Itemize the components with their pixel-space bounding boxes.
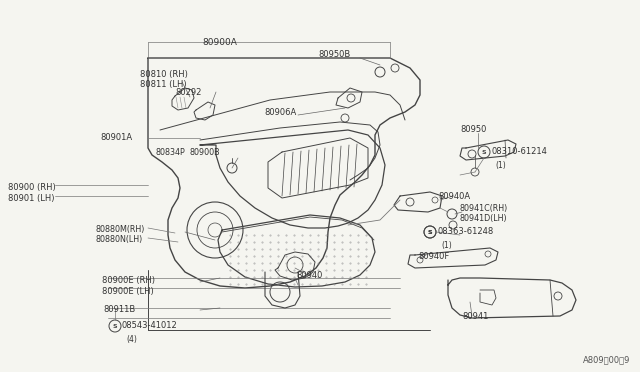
Text: 80880M(RH): 80880M(RH) bbox=[95, 225, 145, 234]
Text: 80811 (LH): 80811 (LH) bbox=[140, 80, 187, 89]
Text: 80940A: 80940A bbox=[438, 192, 470, 201]
Text: 80834P: 80834P bbox=[155, 148, 185, 157]
Text: 80900E (LH): 80900E (LH) bbox=[102, 287, 154, 296]
Text: 80292: 80292 bbox=[175, 88, 202, 97]
Text: 80950: 80950 bbox=[460, 125, 486, 134]
Text: (1): (1) bbox=[495, 161, 506, 170]
Text: 80940F: 80940F bbox=[418, 252, 449, 261]
Text: S: S bbox=[428, 230, 432, 234]
Text: 80901A: 80901A bbox=[100, 133, 132, 142]
Text: 80901 (LH): 80901 (LH) bbox=[8, 194, 54, 203]
Text: 80941: 80941 bbox=[462, 312, 488, 321]
Text: A809〆00〆9: A809〆00〆9 bbox=[582, 355, 630, 364]
Text: 80906A: 80906A bbox=[264, 108, 296, 117]
Text: 80941C(RH): 80941C(RH) bbox=[460, 204, 508, 213]
Text: 80880N(LH): 80880N(LH) bbox=[95, 235, 142, 244]
Text: 80940: 80940 bbox=[296, 271, 323, 280]
Text: S: S bbox=[428, 230, 432, 234]
Text: (1): (1) bbox=[441, 241, 452, 250]
Text: S: S bbox=[113, 324, 117, 328]
Text: 80941D(LH): 80941D(LH) bbox=[460, 214, 508, 223]
Text: 80950B: 80950B bbox=[318, 50, 350, 59]
Text: 80900A: 80900A bbox=[203, 38, 237, 47]
Text: 08363-61248: 08363-61248 bbox=[437, 227, 493, 235]
Text: 08543-41012: 08543-41012 bbox=[122, 321, 178, 330]
Text: S: S bbox=[482, 150, 486, 154]
Text: 80810 (RH): 80810 (RH) bbox=[140, 70, 188, 79]
Text: 08310-61214: 08310-61214 bbox=[491, 147, 547, 155]
Text: (4): (4) bbox=[126, 335, 137, 344]
Text: 80900E (RH): 80900E (RH) bbox=[102, 276, 155, 285]
Text: 80900B: 80900B bbox=[190, 148, 221, 157]
Text: 80911B: 80911B bbox=[103, 305, 135, 314]
Text: 80900 (RH): 80900 (RH) bbox=[8, 183, 56, 192]
